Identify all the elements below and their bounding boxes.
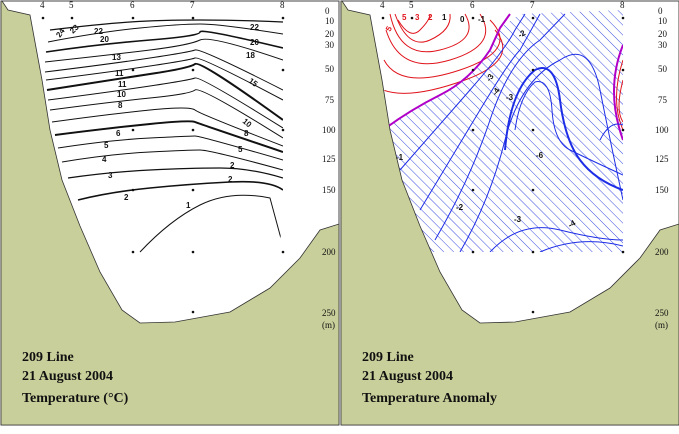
contour-label: 5 [402, 13, 407, 22]
contour-label: 22 [250, 23, 259, 32]
contour-label: 5 [384, 24, 394, 33]
seafloor-land [340, 0, 679, 426]
contour-label: -2 [456, 203, 464, 212]
contour-label: 5 [104, 141, 109, 150]
contour-label: 5 [238, 145, 243, 154]
depth-label: 0 [325, 6, 330, 16]
depth-unit: (m) [322, 320, 335, 330]
contour-label: -4 [490, 86, 502, 97]
contour-label: 20 [250, 38, 259, 47]
depth-label: 10 [325, 16, 335, 26]
station-label: 7 [190, 0, 195, 10]
contour-label: 2 [428, 13, 433, 22]
depth-label: 30 [325, 40, 335, 50]
depth-label: 50 [325, 64, 335, 74]
depth-label: 0 [658, 6, 663, 16]
contour-label: 2 [124, 193, 129, 202]
temperature-anomaly-plot: 4 5 6 7 8 0 10 20 30 50 75 100 125 150 2… [340, 0, 679, 426]
contour-label: 3 [415, 13, 420, 22]
cold-anomaly-contours [399, 13, 623, 252]
depth-label: 30 [658, 40, 668, 50]
isotherm-contours [44, 19, 283, 253]
station-label: 5 [69, 0, 74, 10]
station-axis: 4 5 6 7 8 [40, 0, 285, 10]
station-dots [41, 16, 285, 314]
station-label: 8 [280, 0, 285, 10]
contour-label: 6 [116, 129, 121, 138]
zero-anomaly-contour [383, 13, 623, 141]
depth-label: 150 [655, 185, 669, 195]
caption-variable: Temperature Anomaly [362, 391, 497, 406]
contour-label: 22 [94, 27, 103, 36]
caption-date: 21 August 2004 [22, 369, 114, 384]
depth-unit: (m) [655, 320, 668, 330]
contour-label: -3 [514, 215, 522, 224]
right-caption: 209 Line 21 August 2004 Temperature Anom… [362, 348, 497, 408]
left-caption: 209 Line 21 August 2004 Temperature (°C) [22, 348, 128, 408]
depth-label: 20 [325, 29, 335, 39]
contour-label: -3 [506, 93, 514, 102]
depth-label: 75 [658, 95, 668, 105]
station-label: 6 [470, 0, 475, 10]
station-label: 5 [409, 0, 414, 10]
contour-label: -1 [396, 153, 404, 162]
contour-label: 1 [186, 201, 191, 210]
contour-label: 0 [460, 15, 465, 24]
contour-label: 1 [442, 13, 447, 22]
contour-label: 8 [118, 101, 123, 110]
depth-label: 50 [658, 64, 668, 74]
temperature-anomaly-panel: 4 5 6 7 8 0 10 20 30 50 75 100 125 150 2… [340, 0, 679, 434]
temperature-section-plot: 4 5 6 7 8 0 10 20 30 50 75 100 125 150 2… [0, 0, 340, 426]
contour-label: 2 [228, 175, 233, 184]
contour-label: -6 [536, 151, 544, 160]
caption-variable: Temperature (°C) [22, 391, 129, 406]
contour-label: -1 [478, 15, 486, 24]
caption-line: 209 Line [362, 350, 414, 365]
contour-label: 2 [230, 161, 235, 170]
depth-label: 75 [325, 95, 335, 105]
depth-label: 20 [658, 29, 668, 39]
contour-labels: 24 23 22 20 22 20 18 15 13 11 11 10 10 8… [54, 22, 259, 210]
contour-label: 4 [102, 155, 107, 164]
contour-label: 11 [115, 69, 124, 78]
contour-label: -2 [517, 28, 528, 40]
caption-line: 209 Line [22, 350, 74, 365]
station-label: 4 [40, 0, 45, 10]
contour-label: 20 [100, 35, 109, 44]
contour-label: 3 [108, 171, 113, 180]
contour-label: 8 [244, 129, 249, 138]
negative-anomaly-region [383, 10, 623, 252]
depth-label: 200 [322, 247, 336, 257]
anomaly-contour-labels: 5 5 3 2 1 0 -1 -2 -3 -4 -3 -6 -2 -3 -4 -… [384, 13, 578, 230]
depth-label: 250 [655, 308, 669, 318]
contour-label: 18 [246, 51, 255, 60]
temperature-section-panel: 4 5 6 7 8 0 10 20 30 50 75 100 125 150 2… [0, 0, 340, 426]
depth-label: 100 [655, 125, 669, 135]
station-label: 6 [130, 0, 135, 10]
station-dots [381, 16, 625, 314]
depth-axis: 0 10 20 30 50 75 100 125 150 200 250 (m) [322, 6, 336, 330]
station-label: 4 [380, 0, 385, 10]
depth-label: 10 [658, 16, 668, 26]
caption-date: 21 August 2004 [362, 369, 454, 384]
contour-label: -3 [484, 72, 496, 83]
station-axis: 4 5 6 7 8 [380, 0, 625, 10]
contour-label: 11 [118, 80, 127, 89]
depth-label: 125 [322, 154, 336, 164]
station-label: 7 [530, 0, 535, 10]
depth-label: 125 [655, 154, 669, 164]
depth-label: 250 [322, 308, 336, 318]
seafloor-land [0, 0, 340, 426]
contour-label: 13 [112, 53, 121, 62]
contour-label: 10 [117, 90, 126, 99]
contour-label: -4 [567, 218, 578, 230]
depth-axis: 0 10 20 30 50 75 100 125 150 200 250 (m) [655, 6, 669, 330]
depth-label: 150 [322, 185, 336, 195]
station-label: 8 [620, 0, 625, 10]
depth-label: 200 [655, 247, 669, 257]
depth-label: 100 [322, 125, 336, 135]
